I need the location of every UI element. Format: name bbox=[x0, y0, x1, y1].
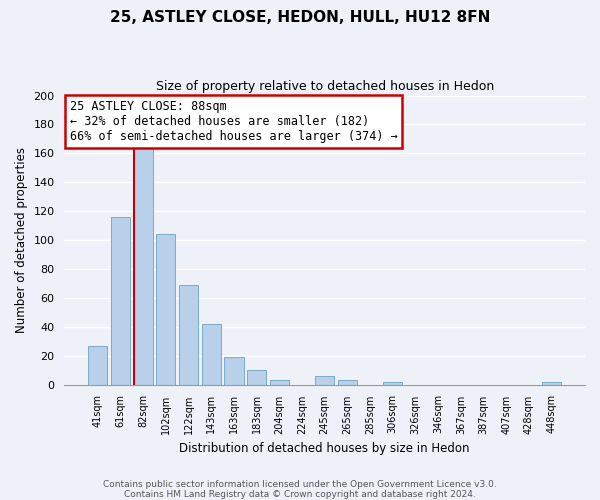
Text: Contains public sector information licensed under the Open Government Licence v3: Contains public sector information licen… bbox=[103, 480, 497, 489]
X-axis label: Distribution of detached houses by size in Hedon: Distribution of detached houses by size … bbox=[179, 442, 470, 455]
Bar bbox=[133, 148, 153, 384]
Bar bbox=[383, 382, 403, 384]
Bar bbox=[338, 380, 357, 384]
Bar bbox=[179, 285, 198, 384]
Bar bbox=[269, 380, 289, 384]
Text: 25, ASTLEY CLOSE, HEDON, HULL, HU12 8FN: 25, ASTLEY CLOSE, HEDON, HULL, HU12 8FN bbox=[110, 10, 490, 25]
Text: Contains HM Land Registry data © Crown copyright and database right 2024.: Contains HM Land Registry data © Crown c… bbox=[124, 490, 476, 499]
Text: 25 ASTLEY CLOSE: 88sqm
← 32% of detached houses are smaller (182)
66% of semi-de: 25 ASTLEY CLOSE: 88sqm ← 32% of detached… bbox=[70, 100, 397, 143]
Bar bbox=[111, 217, 130, 384]
Bar bbox=[88, 346, 107, 385]
Bar bbox=[247, 370, 266, 384]
Bar bbox=[542, 382, 562, 384]
Title: Size of property relative to detached houses in Hedon: Size of property relative to detached ho… bbox=[155, 80, 494, 93]
Bar bbox=[202, 324, 221, 384]
Y-axis label: Number of detached properties: Number of detached properties bbox=[15, 147, 28, 333]
Bar bbox=[156, 234, 175, 384]
Bar bbox=[224, 357, 244, 384]
Bar bbox=[315, 376, 334, 384]
